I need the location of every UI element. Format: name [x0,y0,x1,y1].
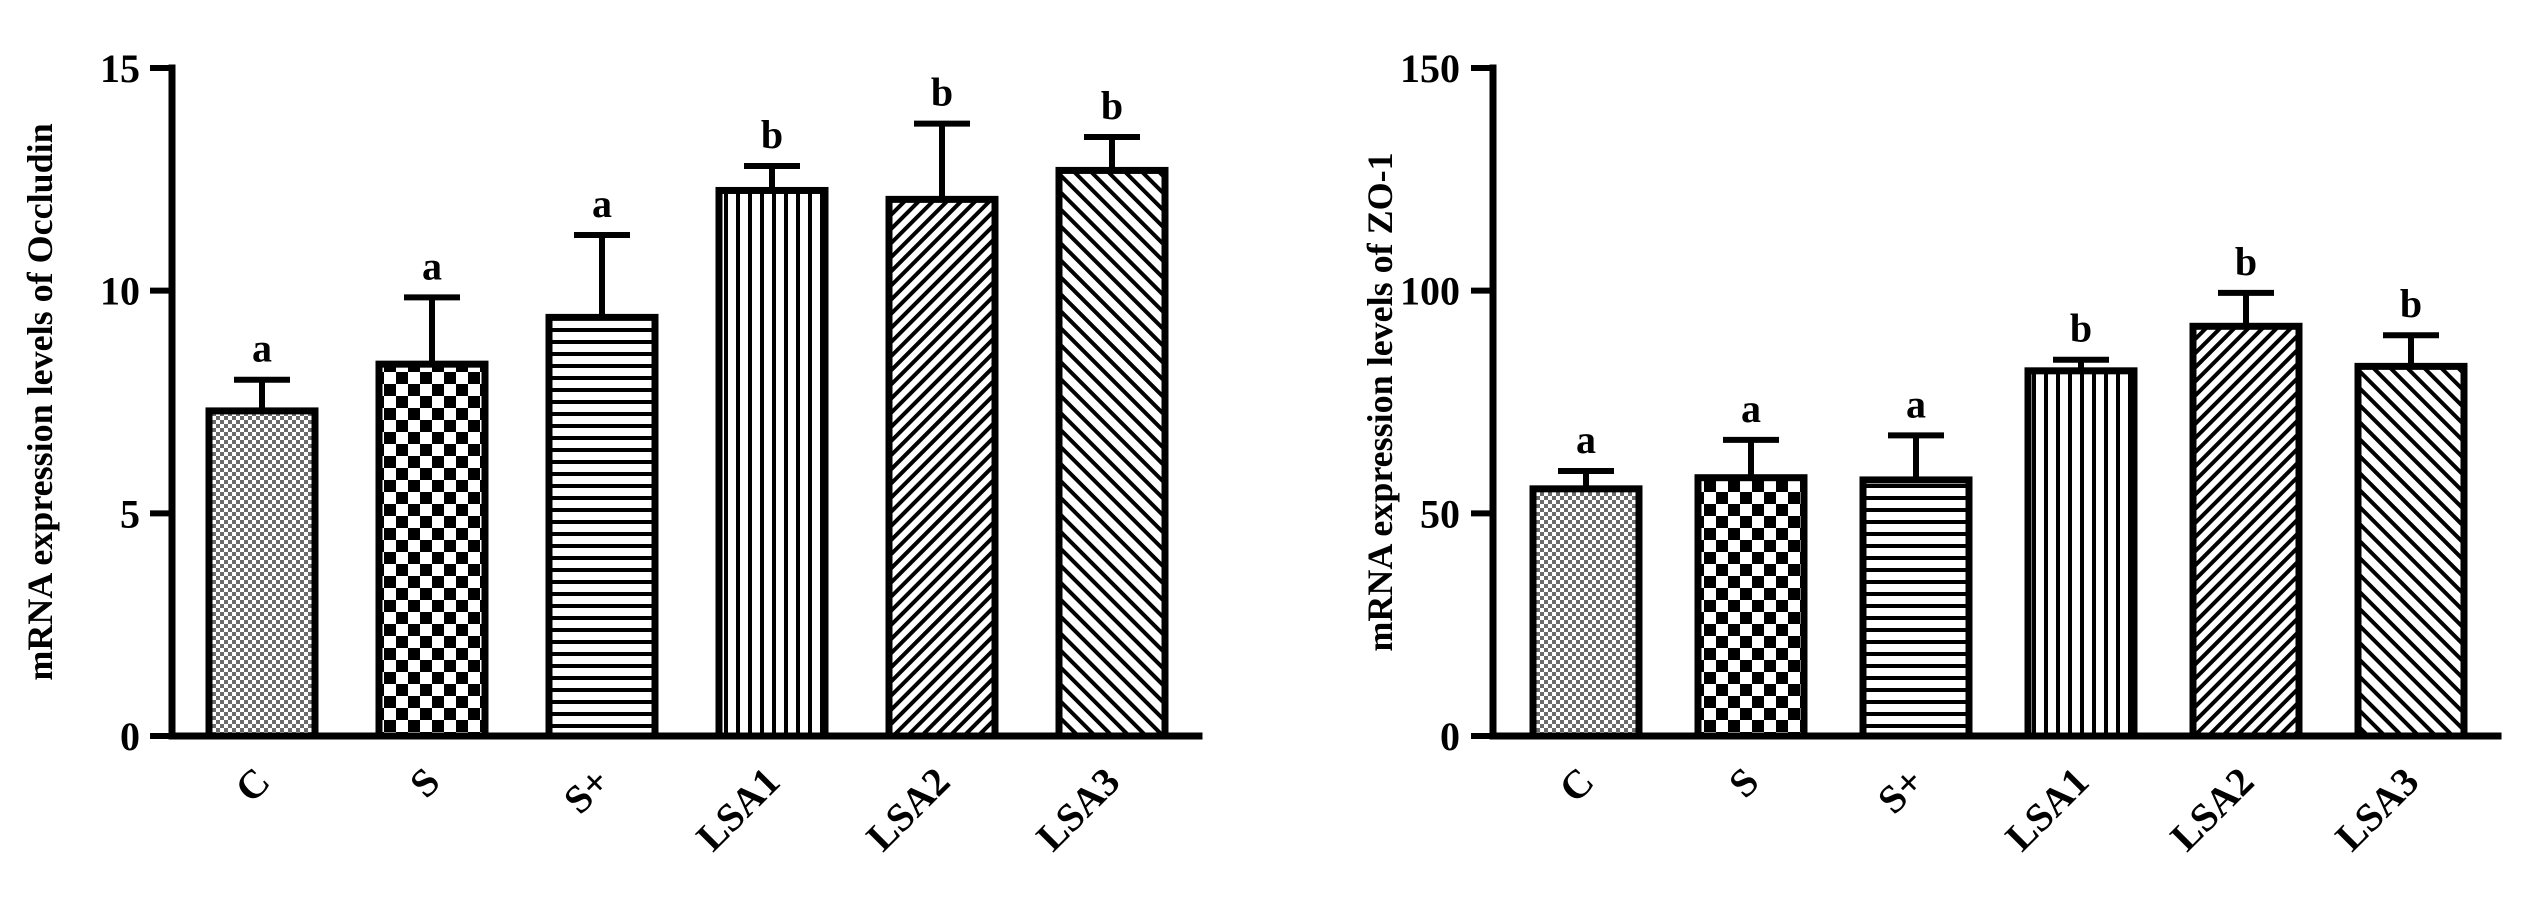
x-tick-label: C [1550,759,1602,811]
significance-label: a [1576,417,1596,462]
y-tick-label: 150 [1400,46,1460,91]
y-tick-label: 5 [120,491,140,536]
zo1-chart: 0 50 100 150 mRNA expression levels of ZO-1 a… [1360,46,2502,860]
bar-s [375,360,489,740]
x-tick-label: S [1720,759,1768,807]
bar-s-plus [1859,476,1973,740]
significance-label: b [931,70,953,115]
significance-label: b [761,112,783,157]
bar-s-plus [545,313,659,740]
x-tick-label: LSA2 [2161,759,2262,860]
bar-lsa2 [885,195,999,740]
y-tick-label: 0 [120,714,140,759]
x-tick-label: LSA1 [687,759,788,860]
x-tick-label: S+ [555,759,619,823]
bar-s [1694,474,1808,740]
significance-label: b [2400,281,2422,326]
bar-lsa2 [2189,322,2303,740]
y-tick-label: 50 [1420,491,1460,536]
significance-label: b [2070,306,2092,351]
x-tick-label: LSA3 [1027,759,1128,860]
x-tick-label: S+ [1869,759,1933,823]
y-axis-label: mRNA expression levels of ZO-1 [1360,152,1400,651]
significance-label: b [1101,83,1123,128]
x-tick-label: LSA1 [1996,759,2097,860]
bar-lsa1 [715,186,829,740]
y-tick-label: 10 [100,269,140,314]
significance-label: a [1906,381,1926,426]
significance-label: a [592,181,612,226]
bar-c [205,407,319,740]
significance-label: a [422,243,442,288]
y-tick-label: 0 [1440,714,1460,759]
bar-lsa3 [1055,166,1169,740]
y-tick-label: 100 [1400,269,1460,314]
significance-label: a [252,326,272,371]
bar-lsa3 [2354,362,2468,740]
x-tick-label: LSA2 [857,759,958,860]
y-axis-label: mRNA expression levels of Occludin [20,123,60,680]
bar-lsa1 [2024,367,2138,740]
x-tick-label: C [226,759,278,811]
significance-label: a [1741,386,1761,431]
x-tick-label: S [401,759,449,807]
x-tick-label: LSA3 [2326,759,2427,860]
occludin-chart: 0 5 10 15 mRNA expression levels of Occludin… [20,46,1203,860]
bar-c [1529,485,1643,740]
y-tick-label: 15 [100,46,140,91]
significance-label: b [2235,239,2257,284]
